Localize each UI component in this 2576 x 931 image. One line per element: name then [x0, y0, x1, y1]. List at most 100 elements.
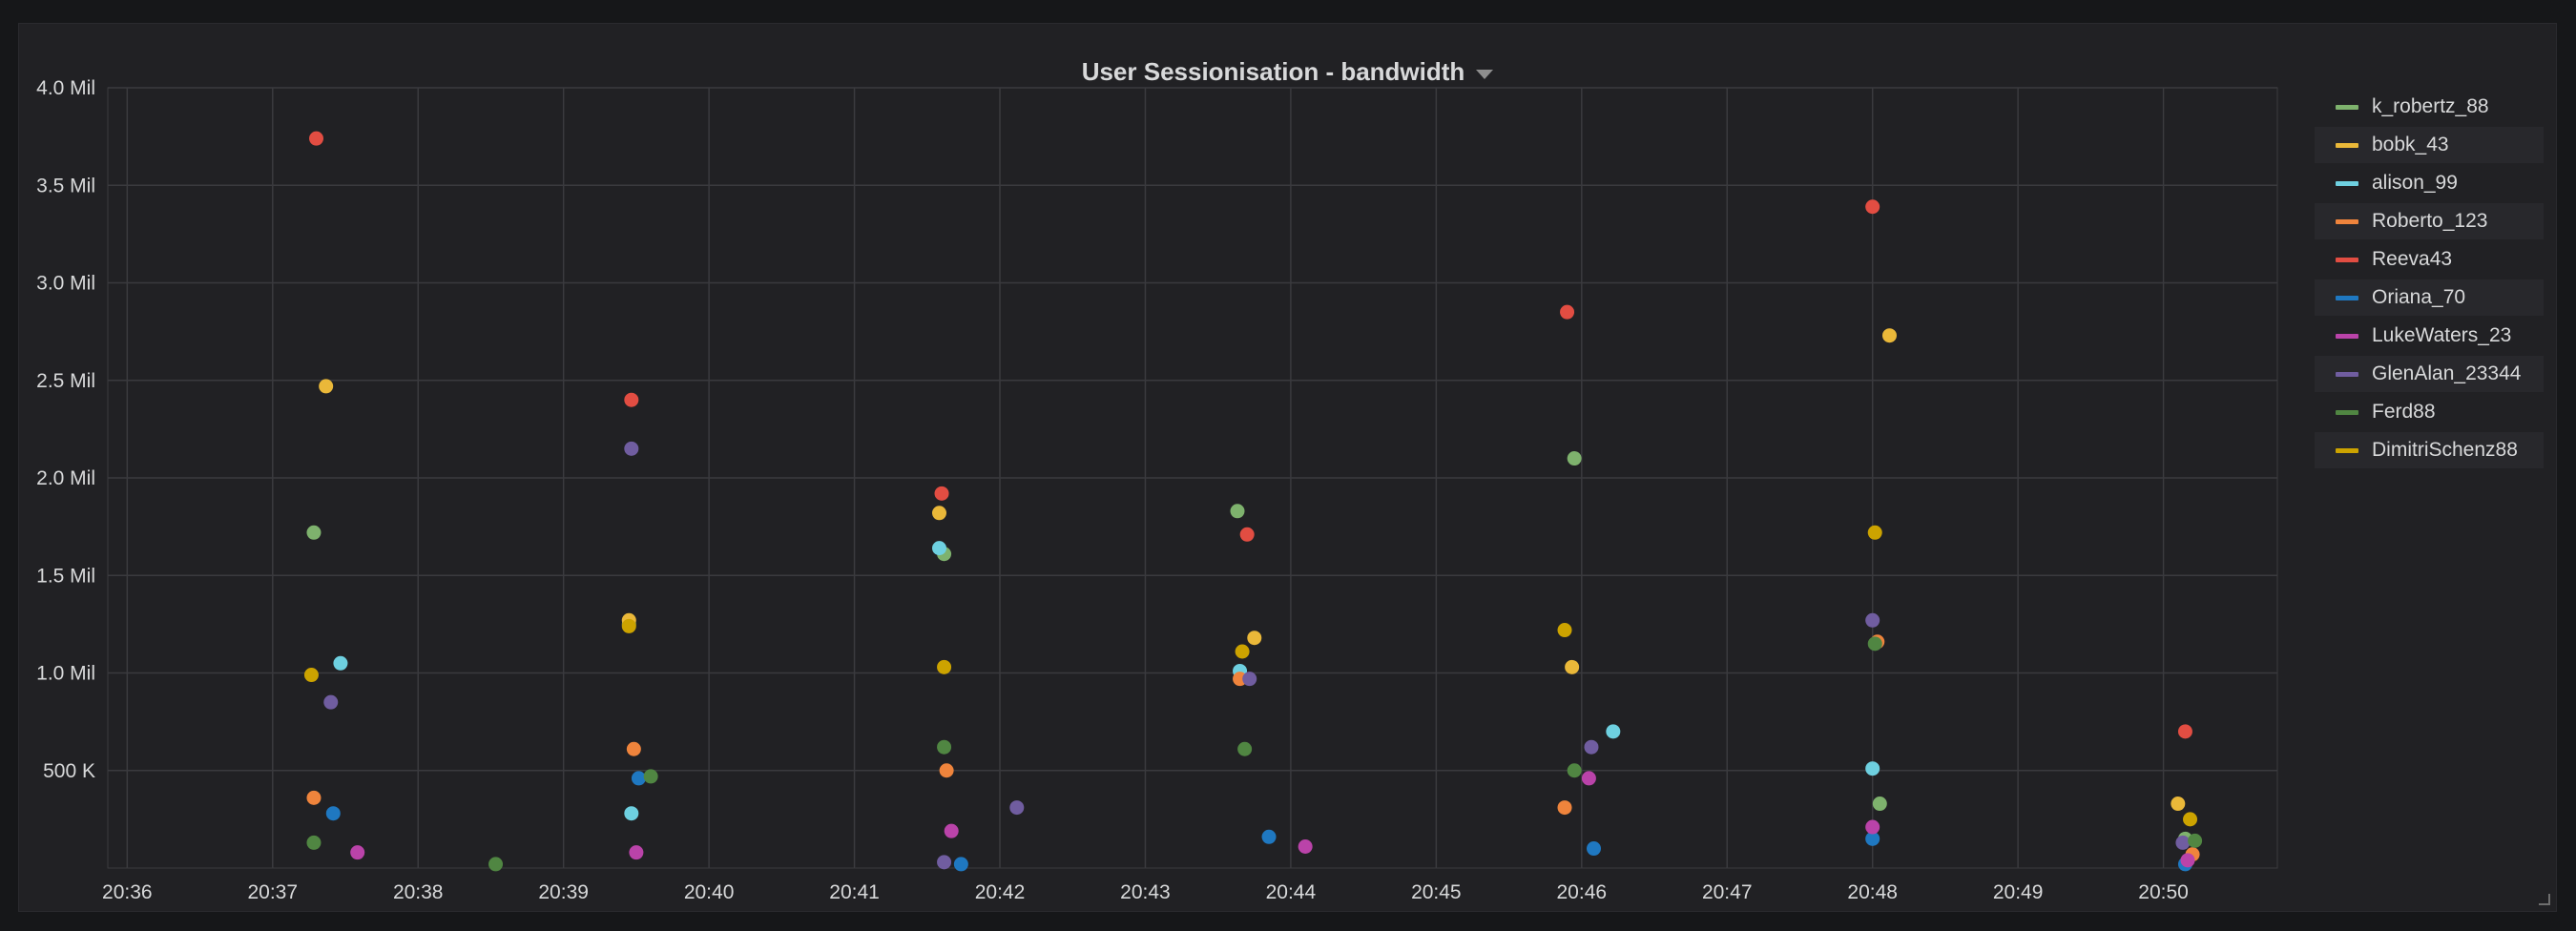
- y-axis: 500 K 1.0 Mil 1.5 Mil 2.0 Mil 2.5 Mil 3.0 Mil…: [36, 77, 95, 782]
- data-point-DimitriSchenz88[interactable]: [937, 659, 952, 674]
- data-point-Oriana_70[interactable]: [1261, 829, 1277, 844]
- legend-label: Ferd88: [2372, 401, 2436, 423]
- data-point-LukeWaters_23[interactable]: [2180, 853, 2195, 868]
- data-point-GlenAlan_23344[interactable]: [1009, 800, 1025, 816]
- data-point-alison_99[interactable]: [624, 806, 639, 821]
- data-point-alison_99[interactable]: [1865, 761, 1880, 776]
- data-point-Reeva43[interactable]: [309, 131, 324, 146]
- x-tick-label: 20:48: [1847, 881, 1898, 903]
- data-point-LukeWaters_23[interactable]: [1865, 819, 1880, 835]
- data-point-GlenAlan_23344[interactable]: [937, 855, 952, 870]
- data-point-Reeva43[interactable]: [1239, 527, 1255, 542]
- legend-swatch: [2336, 180, 2358, 186]
- data-point-DimitriSchenz88[interactable]: [1235, 644, 1250, 659]
- data-point-Roberto_123[interactable]: [1557, 800, 1572, 816]
- data-point-Oriana_70[interactable]: [1586, 841, 1601, 857]
- data-point-DimitriSchenz88[interactable]: [1557, 623, 1572, 638]
- legend-item-GlenAlan_23344[interactable]: GlenAlan_23344: [2315, 356, 2544, 392]
- data-point-Reeva43[interactable]: [2177, 724, 2192, 739]
- data-point-LukeWaters_23[interactable]: [629, 845, 644, 860]
- legend-swatch: [2336, 333, 2358, 339]
- data-point-alison_99[interactable]: [1606, 724, 1621, 739]
- legend-item-Oriana_70[interactable]: Oriana_70: [2315, 279, 2544, 316]
- x-tick-label: 20:40: [684, 881, 735, 903]
- x-tick-label: 20:38: [393, 881, 444, 903]
- data-point-Reeva43[interactable]: [934, 486, 949, 501]
- x-tick-label: 20:43: [1120, 881, 1171, 903]
- data-point-Reeva43[interactable]: [624, 392, 639, 407]
- data-point-bobk_43[interactable]: [931, 506, 946, 521]
- legend-item-Ferd88[interactable]: Ferd88: [2315, 394, 2544, 430]
- data-point-GlenAlan_23344[interactable]: [1242, 672, 1257, 687]
- data-point-bobk_43[interactable]: [1247, 631, 1262, 646]
- legend-label: DimitriSchenz88: [2372, 439, 2518, 461]
- data-point-k_robertz_88[interactable]: [1230, 504, 1245, 519]
- legend: k_robertz_88 bobk_43 alison_99 Roberto_123 R…: [2315, 89, 2544, 470]
- data-point-Roberto_123[interactable]: [306, 790, 322, 805]
- legend-label: k_robertz_88: [2372, 95, 2489, 117]
- data-point-DimitriSchenz88[interactable]: [2183, 812, 2198, 827]
- data-point-Oriana_70[interactable]: [1865, 831, 1880, 846]
- data-point-Ferd88[interactable]: [1867, 636, 1882, 652]
- data-point-bobk_43[interactable]: [2171, 797, 2186, 812]
- data-point-Ferd88[interactable]: [1237, 741, 1253, 756]
- legend-item-alison_99[interactable]: alison_99: [2315, 165, 2544, 201]
- data-point-GlenAlan_23344[interactable]: [1865, 612, 1880, 628]
- data-point-k_robertz_88[interactable]: [306, 525, 322, 540]
- panel-header[interactable]: User Sessionisation - bandwidth: [19, 49, 2556, 94]
- data-point-Reeva43[interactable]: [1865, 199, 1880, 215]
- legend-swatch: [2336, 409, 2358, 415]
- legend-item-bobk_43[interactable]: bobk_43: [2315, 127, 2544, 163]
- data-point-Ferd88[interactable]: [306, 835, 322, 850]
- data-point-GlenAlan_23344[interactable]: [323, 694, 339, 710]
- data-point-alison_99[interactable]: [931, 541, 946, 556]
- data-point-Oriana_70[interactable]: [953, 857, 968, 872]
- data-point-bobk_43[interactable]: [1881, 328, 1897, 343]
- y-tick-label: 2.5 Mil: [36, 370, 95, 392]
- data-point-bobk_43[interactable]: [319, 379, 334, 394]
- data-point-Roberto_123[interactable]: [939, 763, 954, 778]
- data-point-Oriana_70[interactable]: [631, 771, 646, 786]
- legend-item-LukeWaters_23[interactable]: LukeWaters_23: [2315, 318, 2544, 354]
- data-point-GlenAlan_23344[interactable]: [624, 441, 639, 456]
- legend-label: alison_99: [2372, 172, 2458, 194]
- data-point-Ferd88[interactable]: [1567, 763, 1582, 778]
- data-point-alison_99[interactable]: [333, 655, 348, 671]
- data-point-LukeWaters_23[interactable]: [944, 823, 959, 838]
- data-point-DimitriSchenz88[interactable]: [1867, 525, 1882, 540]
- resize-handle-icon[interactable]: [2539, 894, 2550, 905]
- legend-swatch: [2336, 371, 2358, 377]
- data-point-LukeWaters_23[interactable]: [350, 845, 365, 860]
- data-point-k_robertz_88[interactable]: [1872, 797, 1887, 812]
- x-tick-label: 20:42: [975, 881, 1026, 903]
- x-tick-label: 20:50: [2138, 881, 2189, 903]
- legend-label: Oriana_70: [2372, 286, 2466, 308]
- x-tick-label: 20:44: [1266, 881, 1317, 903]
- chevron-down-icon[interactable]: [1476, 70, 1494, 79]
- data-point-LukeWaters_23[interactable]: [1298, 839, 1313, 855]
- legend-item-k_robertz_88[interactable]: k_robertz_88: [2315, 89, 2544, 125]
- data-point-DimitriSchenz88[interactable]: [621, 618, 636, 633]
- data-point-Ferd88[interactable]: [937, 739, 952, 755]
- data-point-Ferd88[interactable]: [643, 769, 658, 784]
- data-point-DimitriSchenz88[interactable]: [303, 668, 319, 683]
- data-point-LukeWaters_23[interactable]: [1581, 771, 1596, 786]
- data-point-GlenAlan_23344[interactable]: [2175, 835, 2191, 850]
- panel-title[interactable]: User Sessionisation - bandwidth: [1081, 56, 1465, 86]
- legend-swatch: [2336, 295, 2358, 300]
- data-point-Reeva43[interactable]: [1560, 304, 1575, 320]
- data-point-Oriana_70[interactable]: [325, 806, 341, 821]
- data-point-Ferd88[interactable]: [488, 857, 504, 872]
- grid: [107, 87, 2278, 869]
- legend-item-DimitriSchenz88[interactable]: DimitriSchenz88: [2315, 432, 2544, 468]
- legend-label: LukeWaters_23: [2372, 324, 2512, 346]
- data-point-Roberto_123[interactable]: [626, 741, 641, 756]
- data-point-Ferd88[interactable]: [2188, 833, 2203, 848]
- legend-item-Roberto_123[interactable]: Roberto_123: [2315, 203, 2544, 239]
- data-point-GlenAlan_23344[interactable]: [1584, 739, 1599, 755]
- legend-item-Reeva43[interactable]: Reeva43: [2315, 241, 2544, 278]
- data-point-k_robertz_88[interactable]: [1567, 451, 1582, 466]
- data-point-bobk_43[interactable]: [1565, 659, 1580, 674]
- legend-swatch: [2336, 142, 2358, 148]
- legend-swatch: [2336, 218, 2358, 224]
